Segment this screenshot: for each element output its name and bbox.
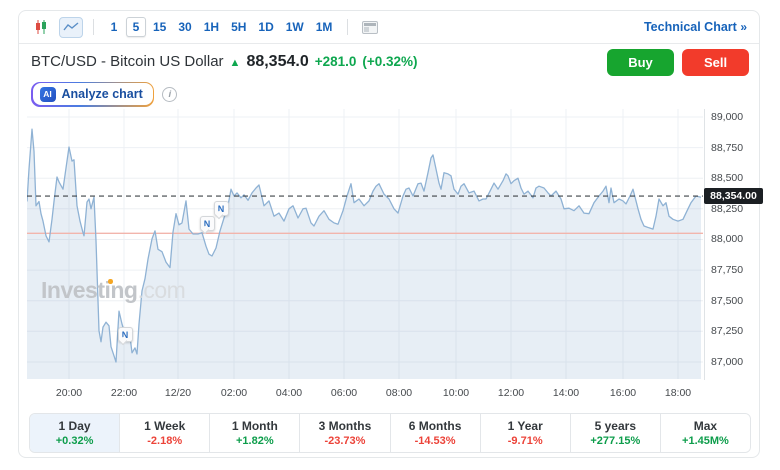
current-price-tag: 88,354.00 <box>704 188 763 205</box>
perf-cell-value: -2.18% <box>147 435 183 447</box>
chart-widget-card: 1 5 15 30 1H 5H 1D 1W 1M Technical Chart » BTC/U… <box>18 10 763 458</box>
perf-cell-5-years[interactable]: 5 years +277.15% <box>570 414 661 452</box>
interval-1-button[interactable]: 1 <box>104 17 124 37</box>
ai-badge-icon: AI <box>39 86 56 102</box>
interval-1D-button[interactable]: 1D <box>253 17 278 37</box>
perf-cell-1-month[interactable]: 1 Month +1.82% <box>210 414 301 452</box>
news-marker[interactable]: N <box>213 200 229 216</box>
interval-30-button[interactable]: 30 <box>173 17 196 37</box>
y-axis-label: 87,000 <box>711 355 744 368</box>
interval-1H-button[interactable]: 1H <box>199 17 224 37</box>
x-axis-label: 20:00 <box>55 387 83 399</box>
y-axis-label: 88,750 <box>711 141 744 154</box>
perf-cell-label: 5 years <box>594 419 636 433</box>
performance-table: 1 Day +0.32% 1 Week -2.18% 1 Month +1.82% 3 Mo… <box>29 413 751 453</box>
price-change-percent: (+0.32%) <box>362 54 418 69</box>
toolbar-divider <box>93 19 94 35</box>
perf-cell-label: 3 Months <box>318 419 372 433</box>
x-axis-label: 12:00 <box>497 387 525 399</box>
perf-cell-1-day[interactable]: 1 Day +0.32% <box>30 414 121 452</box>
perf-cell-label: 1 Month <box>231 419 278 433</box>
y-axis-label: 88,000 <box>711 233 744 246</box>
perf-cell-value: +1.82% <box>236 435 274 447</box>
panel-layout-icon[interactable] <box>358 17 382 38</box>
perf-cell-1-year[interactable]: 1 Year -9.71% <box>480 414 571 452</box>
x-axis-label: 08:00 <box>385 387 413 399</box>
perf-cell-value: +0.32% <box>55 435 94 447</box>
x-axis-label: 12/20 <box>164 387 192 399</box>
perf-cell-label: 1 Day <box>58 419 91 433</box>
interval-1W-button[interactable]: 1W <box>281 17 309 37</box>
line-chart-icon[interactable] <box>59 16 83 38</box>
x-axis-label: 18:00 <box>664 387 692 399</box>
x-axis-label: 10:00 <box>442 387 470 399</box>
chart-toolbar: 1 5 15 30 1H 5H 1D 1W 1M Technical Chart » <box>19 11 759 44</box>
news-marker[interactable]: N <box>199 215 215 231</box>
perf-cell-label: 1 Year <box>507 419 543 433</box>
interval-5-button[interactable]: 5 <box>126 17 146 37</box>
technical-chart-link[interactable]: Technical Chart » <box>644 20 747 34</box>
price-chart-area[interactable]: Investing.com 88,354.00 89,000 88,750 88,5… <box>19 109 763 409</box>
up-arrow-icon: ▲ <box>229 57 241 69</box>
news-marker[interactable]: N <box>117 326 133 342</box>
perf-cell-value: -14.53% <box>414 435 456 447</box>
analyze-chart-button[interactable]: AI Analyze chart <box>31 81 155 107</box>
y-axis-label: 89,000 <box>711 110 744 123</box>
perf-cell-6-months[interactable]: 6 Months -14.53% <box>390 414 481 452</box>
perf-cell-value: +277.15% <box>590 435 641 447</box>
analyze-chart-label: Analyze chart <box>61 87 143 101</box>
interval-selector: 1 5 15 30 1H 5H 1D 1W 1M <box>104 17 337 37</box>
last-price: 88,354.0 <box>246 53 309 70</box>
perf-cell-label: 1 Week <box>144 419 186 433</box>
perf-cell-value: -23.73% <box>324 435 366 447</box>
y-axis-label: 87,250 <box>711 325 744 338</box>
y-axis-label: 87,500 <box>711 294 744 307</box>
y-axis-label: 88,250 <box>711 202 744 215</box>
instrument-header: BTC/USD - Bitcoin US Dollar ▲ 88,354.0 +… <box>19 44 759 80</box>
x-axis-label: 06:00 <box>330 387 358 399</box>
price-line <box>27 128 702 363</box>
watermark: Investing.com <box>41 277 186 304</box>
info-icon[interactable]: i <box>162 86 178 102</box>
perf-cell-label: Max <box>693 419 718 433</box>
chart-plot-canvas[interactable] <box>27 109 703 380</box>
candlestick-chart-icon[interactable] <box>29 17 53 38</box>
instrument-title-group: BTC/USD - Bitcoin US Dollar ▲ 88,354.0 +… <box>31 53 418 71</box>
price-change: +281.0 <box>314 54 357 69</box>
trade-buttons: Buy Sell <box>607 48 749 76</box>
chevron-right-icon: » <box>740 20 747 34</box>
y-axis-label: 88,500 <box>711 172 744 185</box>
technical-chart-label: Technical Chart <box>643 20 737 34</box>
y-axis-label: 87,750 <box>711 264 744 277</box>
toolbar-divider <box>347 19 349 35</box>
perf-cell-max[interactable]: Max +1.45M% <box>660 414 750 452</box>
area-fill <box>27 129 701 379</box>
sell-button[interactable]: Sell <box>682 48 749 76</box>
perf-cell-label: 6 Months <box>408 419 462 433</box>
x-axis-label: 02:00 <box>220 387 248 399</box>
interval-1M-button[interactable]: 1M <box>311 17 338 37</box>
y-axis-separator <box>704 109 705 380</box>
buy-button[interactable]: Buy <box>607 48 674 76</box>
ai-tools-row: AI Analyze chart i <box>31 81 178 107</box>
toolbar-left-group: 1 5 15 30 1H 5H 1D 1W 1M <box>29 16 382 38</box>
interval-15-button[interactable]: 15 <box>148 17 171 37</box>
x-axis-label: 16:00 <box>609 387 637 399</box>
x-axis-label: 04:00 <box>275 387 303 399</box>
watermark-suffix: .com <box>137 277 186 303</box>
perf-cell-value: +1.45M% <box>682 435 729 447</box>
interval-5H-button[interactable]: 5H <box>226 17 251 37</box>
perf-cell-3-months[interactable]: 3 Months -23.73% <box>300 414 391 452</box>
x-axis-label: 22:00 <box>110 387 138 399</box>
perf-cell-value: -9.71% <box>507 435 543 447</box>
symbol-title: BTC/USD - Bitcoin US Dollar <box>31 53 224 70</box>
watermark-bold: Investing <box>41 277 138 303</box>
x-axis-label: 14:00 <box>552 387 580 399</box>
perf-cell-1-week[interactable]: 1 Week -2.18% <box>120 414 211 452</box>
